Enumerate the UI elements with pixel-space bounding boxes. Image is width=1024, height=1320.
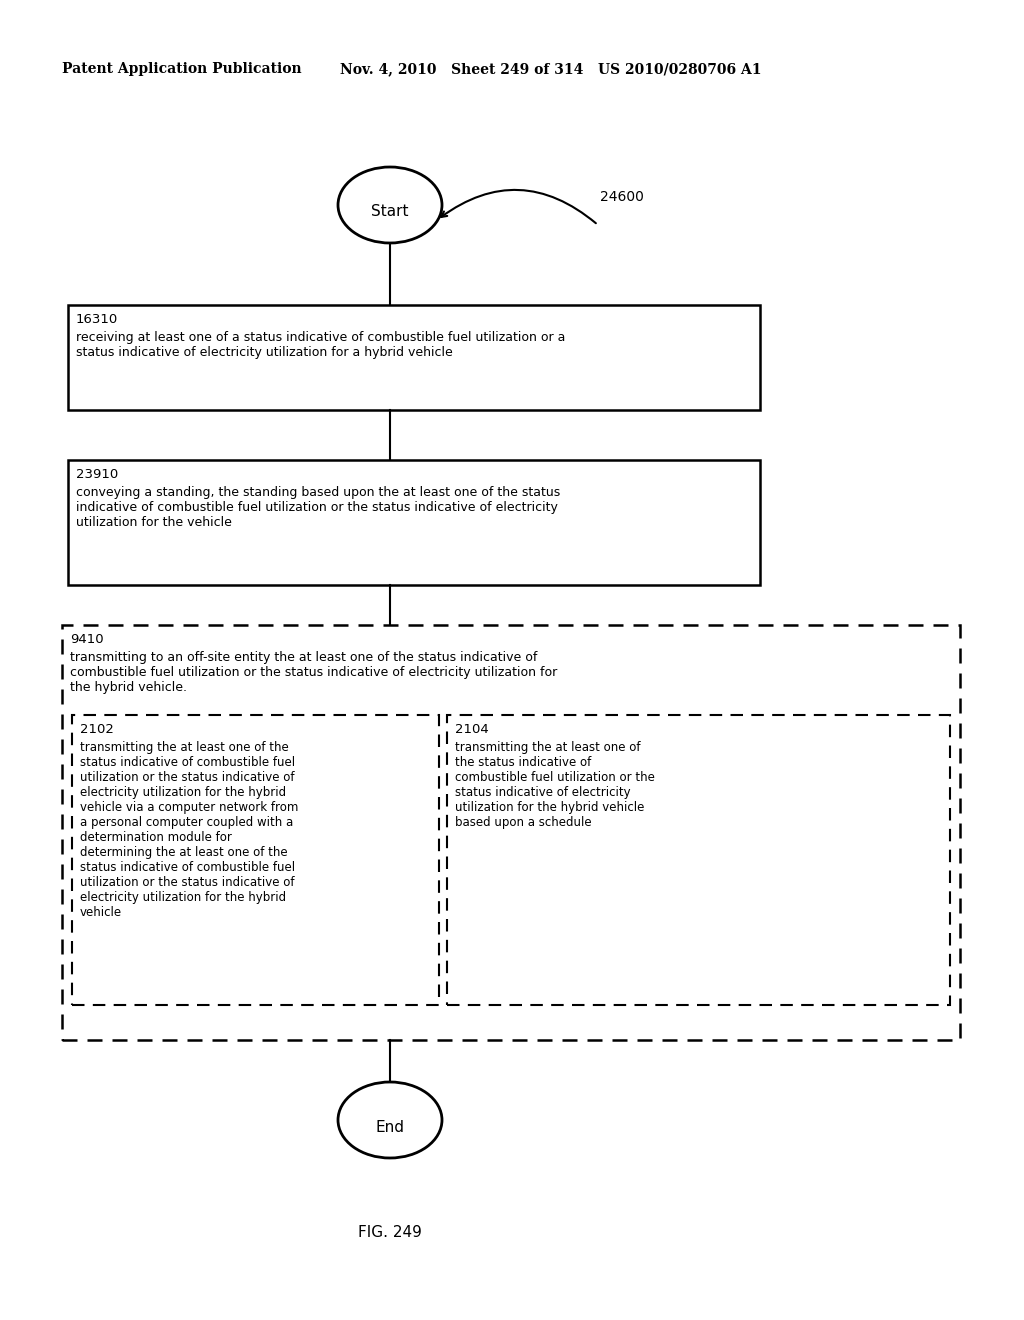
- Bar: [62, 624, 961, 1040]
- Text: 16310: 16310: [76, 313, 118, 326]
- Bar: [447, 715, 950, 1005]
- Text: transmitting the at least one of
the status indicative of
combustible fuel utili: transmitting the at least one of the sta…: [455, 741, 655, 829]
- Text: conveying a standing, the standing based upon the at least one of the status
ind: conveying a standing, the standing based…: [76, 486, 560, 529]
- Text: 2102: 2102: [80, 723, 114, 737]
- Text: receiving at least one of a status indicative of combustible fuel utilization or: receiving at least one of a status indic…: [76, 331, 565, 359]
- Text: 9410: 9410: [70, 634, 103, 645]
- Text: Start: Start: [372, 205, 409, 219]
- Bar: [68, 305, 760, 411]
- Text: End: End: [376, 1119, 404, 1134]
- Text: transmitting to an off-site entity the at least one of the status indicative of
: transmitting to an off-site entity the a…: [70, 651, 557, 694]
- Ellipse shape: [338, 168, 442, 243]
- Text: FIG. 249: FIG. 249: [358, 1225, 422, 1239]
- Bar: [68, 459, 760, 585]
- Text: Patent Application Publication: Patent Application Publication: [62, 62, 302, 77]
- Text: 24600: 24600: [600, 190, 644, 205]
- Text: 23910: 23910: [76, 469, 118, 480]
- Ellipse shape: [338, 1082, 442, 1158]
- Text: Nov. 4, 2010   Sheet 249 of 314   US 2010/0280706 A1: Nov. 4, 2010 Sheet 249 of 314 US 2010/02…: [340, 62, 762, 77]
- Text: transmitting the at least one of the
status indicative of combustible fuel
utili: transmitting the at least one of the sta…: [80, 741, 298, 919]
- Text: 2104: 2104: [455, 723, 488, 737]
- Bar: [72, 715, 439, 1005]
